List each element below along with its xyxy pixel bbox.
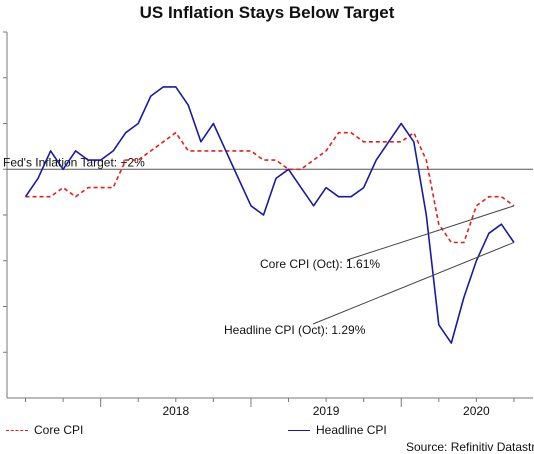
y-axis-ticks bbox=[3, 31, 7, 353]
annotation-leader-line bbox=[346, 205, 515, 261]
legend-item-headline-cpi: Headline CPI bbox=[288, 423, 387, 437]
x-tick-label: 2020 bbox=[463, 404, 490, 418]
series-group bbox=[24, 86, 515, 344]
legend-swatch-core-cpi bbox=[6, 429, 28, 431]
annotation-leader-line bbox=[312, 241, 515, 325]
chart-title: US Inflation Stays Below Target bbox=[139, 3, 395, 22]
reference-line-group: Fed's Inflation Target: +2% bbox=[3, 155, 533, 170]
annotation-label: Headline CPI (Oct): 1.29% bbox=[224, 323, 366, 337]
plot-frame bbox=[6, 32, 533, 399]
reference-line-label: Fed's Inflation Target: +2% bbox=[3, 155, 145, 169]
x-axis-ticks: 2018 2019 2020 bbox=[25, 398, 515, 418]
source-note: Source: Refinitiv Datastream bbox=[406, 440, 534, 454]
series-line-headline-cpi bbox=[24, 86, 515, 344]
x-tick-label: 2018 bbox=[162, 404, 189, 418]
annotations: Core CPI (Oct): 1.61% Headline CPI (Oct):… bbox=[224, 205, 515, 337]
x-tick-label: 2019 bbox=[313, 404, 340, 418]
series-line-core-cpi bbox=[25, 131, 515, 244]
legend-label-headline-cpi: Headline CPI bbox=[316, 423, 387, 437]
annotation-label: Core CPI (Oct): 1.61% bbox=[260, 257, 380, 271]
legend-item-core-cpi: Core CPI bbox=[6, 423, 83, 437]
legend-label-core-cpi: Core CPI bbox=[34, 423, 84, 437]
legend-swatch-headline-cpi bbox=[288, 429, 310, 431]
